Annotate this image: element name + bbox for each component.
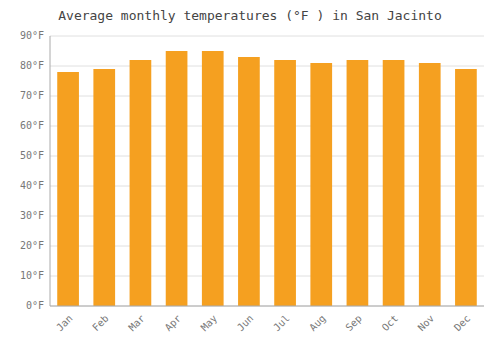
y-tick-label: 30°F [20, 210, 44, 221]
grid [50, 36, 484, 306]
bar [238, 57, 260, 306]
y-tick-label: 0°F [26, 300, 44, 311]
y-tick-label: 40°F [20, 180, 44, 191]
x-tick-label: May [199, 313, 220, 334]
y-tick-label: 90°F [20, 30, 44, 41]
x-axis-line [50, 306, 484, 307]
x-tick-label: Jan [54, 313, 75, 334]
bar [130, 60, 152, 306]
x-tick-label: Aug [307, 313, 328, 334]
y-tick-label: 80°F [20, 60, 44, 71]
x-tick-label: Jul [271, 313, 292, 334]
x-tick-label: Feb [90, 313, 111, 334]
x-tick-label: Nov [416, 313, 437, 334]
bars [57, 51, 477, 306]
chart: 0°F 10°F 20°F 30°F 40°F 50°F 60°F 70°F 80°F 90°F J… [0, 0, 500, 350]
grid-line [50, 36, 484, 37]
x-tick-label: Sep [343, 313, 364, 334]
x-tick-label: Jun [235, 313, 256, 334]
bar [57, 72, 79, 306]
y-tick-label: 20°F [20, 240, 44, 251]
y-tick-label: 60°F [20, 120, 44, 131]
y-tick-label: 70°F [20, 90, 44, 101]
x-tick-label: Dec [452, 313, 473, 334]
title: Average monthly temperatures (°F ) in Sa… [58, 8, 442, 23]
y-tick-label: 10°F [20, 270, 44, 281]
bar [419, 63, 441, 306]
x-tick-label: Mar [126, 313, 147, 334]
bar [310, 63, 332, 306]
x-axis: Jan Feb Mar Apr May Jun Jul Aug Sep Oct Nov Dec [54, 313, 472, 334]
grid-line [50, 306, 484, 307]
y-axis-line [50, 36, 51, 306]
x-tick-label: Apr [163, 313, 184, 334]
bar [274, 60, 296, 306]
x-tick-label: Oct [380, 313, 401, 334]
bar [166, 51, 188, 306]
bar [202, 51, 224, 306]
y-axis: 0°F 10°F 20°F 30°F 40°F 50°F 60°F 70°F 80°F 90°F [20, 30, 44, 311]
bar [93, 69, 115, 306]
bar [383, 60, 405, 306]
bar [347, 60, 369, 306]
y-tick-label: 50°F [20, 150, 44, 161]
bar [455, 69, 477, 306]
